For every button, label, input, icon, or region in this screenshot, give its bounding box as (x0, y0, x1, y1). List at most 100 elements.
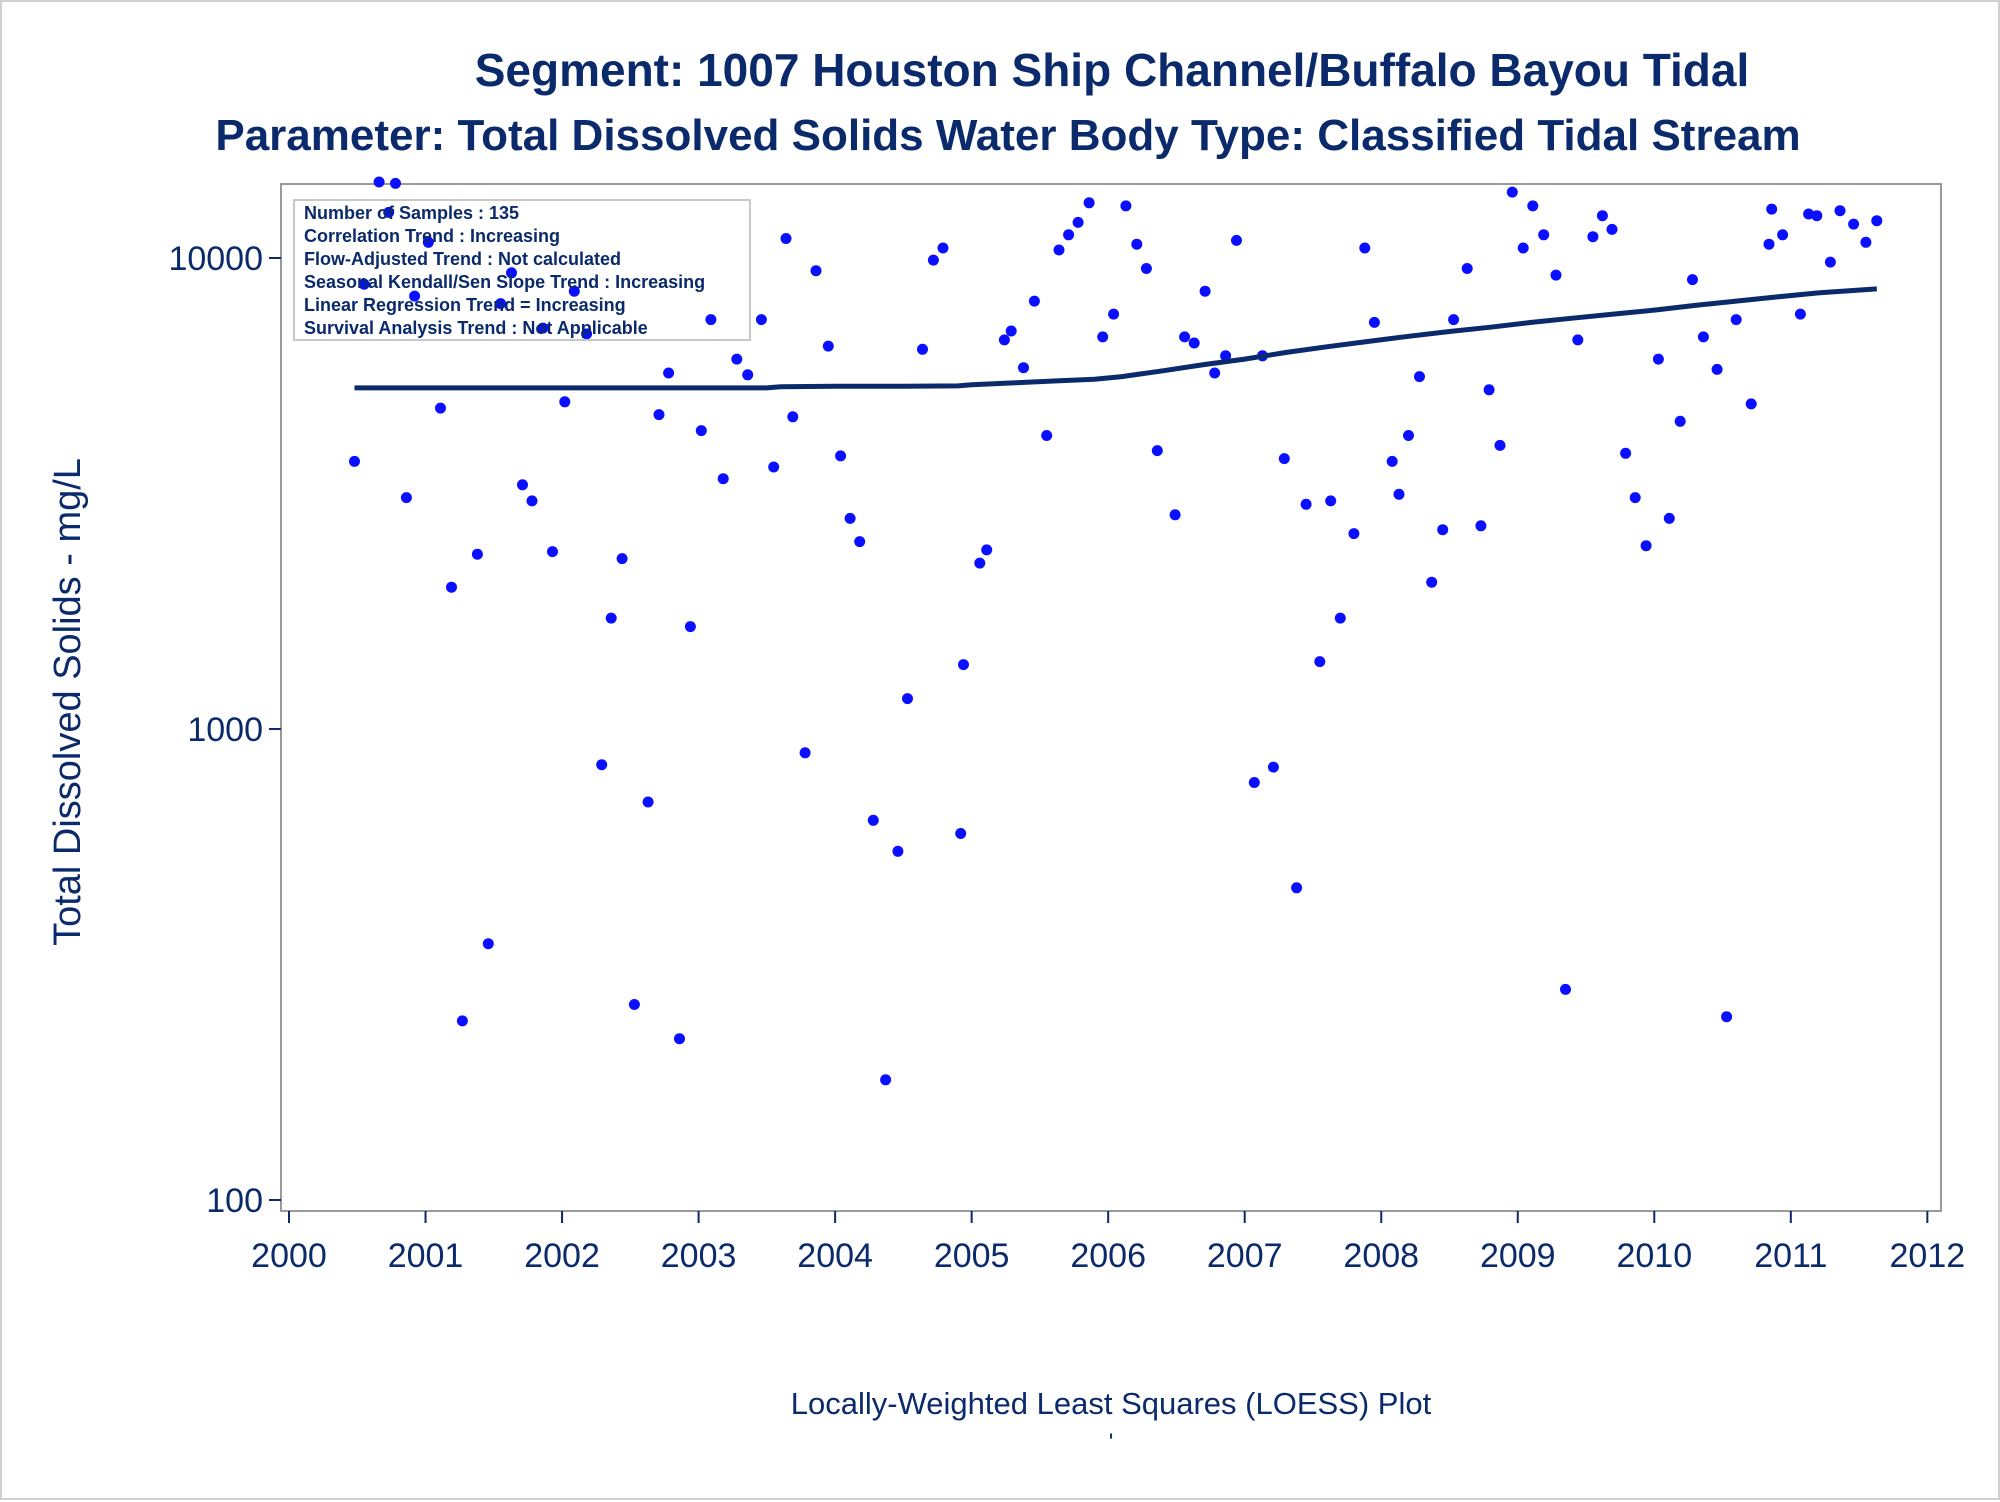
y-axis-label: Total Dissolved Solids - mg/L (47, 458, 89, 946)
data-point (1730, 314, 1742, 326)
data-point (349, 455, 360, 467)
data-point (1393, 488, 1405, 500)
x-tick-label: 2003 (661, 1237, 737, 1275)
data-point (1199, 285, 1211, 297)
data-point (1437, 524, 1449, 536)
data-point (892, 845, 904, 857)
data-point (684, 621, 696, 633)
x-tick-label: 2012 (1890, 1237, 1966, 1275)
chart-subtitle: Parameter: Total Dissolved Solids Water … (215, 111, 1800, 160)
data-point (1169, 509, 1181, 521)
data-point (1209, 367, 1221, 379)
plot-area (280, 183, 1942, 1212)
data-point (1083, 197, 1095, 209)
data-point (981, 544, 993, 556)
data-point (1824, 256, 1836, 268)
stats-box: Number of Samples : 135 Correlation Trend… (293, 199, 751, 341)
data-point (1527, 200, 1539, 212)
data-point (695, 425, 707, 437)
y-tick-label: 1000 (187, 711, 263, 749)
data-point (482, 938, 494, 950)
data-point (537, 322, 549, 334)
data-point (1517, 242, 1529, 254)
data-point (1072, 216, 1084, 228)
data-point (1368, 316, 1380, 328)
data-point (1291, 882, 1303, 894)
data-point (810, 265, 822, 277)
data-point (1763, 238, 1775, 250)
y-tick-label: 100 (206, 1182, 263, 1220)
data-point (559, 396, 571, 408)
data-point (799, 747, 811, 759)
data-point (1314, 656, 1326, 668)
data-point (1053, 244, 1065, 256)
data-point (822, 340, 834, 352)
data-point (547, 546, 558, 558)
data-point (1687, 274, 1698, 286)
data-point (1572, 334, 1584, 346)
data-point (1794, 308, 1806, 320)
data-point (1721, 1011, 1733, 1023)
data-point (1550, 269, 1562, 281)
data-point (1131, 238, 1143, 250)
data-point (526, 495, 538, 507)
data-point (568, 285, 580, 297)
loess-line (354, 286, 1877, 391)
data-point (867, 814, 879, 826)
data-point (581, 328, 593, 340)
data-point (1834, 205, 1846, 217)
data-point (1140, 263, 1152, 274)
data-point (1674, 415, 1686, 427)
y-tick-label: 10000 (168, 240, 263, 278)
data-point (1803, 208, 1815, 220)
data-point (1483, 384, 1495, 396)
data-point (1403, 430, 1414, 441)
x-tick-label: 2001 (388, 1237, 464, 1275)
data-point (974, 557, 986, 569)
stats-line: Number of Samples : 135 (304, 203, 519, 223)
data-point (1188, 337, 1200, 349)
data-point (1777, 229, 1789, 241)
footnote: ' (1109, 1429, 1114, 1456)
data-point (1663, 512, 1675, 524)
data-point (927, 254, 939, 266)
data-point (1766, 203, 1778, 215)
data-point (1538, 229, 1550, 241)
x-tick-label: 2011 (1754, 1237, 1827, 1275)
x-tick-label: 2000 (251, 1237, 327, 1275)
data-point (1097, 331, 1109, 343)
x-tick-label: 2005 (934, 1237, 1010, 1275)
x-tick-label: 2010 (1616, 1237, 1692, 1275)
data-point (755, 314, 767, 326)
data-point (1494, 439, 1506, 451)
data-point (1248, 777, 1260, 788)
data-point (435, 402, 446, 414)
data-point (358, 278, 370, 290)
data-point (1629, 492, 1641, 504)
data-point (1120, 200, 1132, 212)
data-point (1151, 445, 1163, 457)
data-point (1697, 331, 1709, 343)
data-point (1587, 231, 1599, 243)
data-point (854, 536, 866, 548)
data-point (1325, 495, 1337, 507)
data-point (937, 242, 949, 254)
data-point (517, 479, 528, 491)
data-point (471, 548, 483, 560)
data-point (1871, 215, 1883, 227)
x-axis-label: Locally-Weighted Least Squares (LOESS) P… (791, 1386, 1432, 1421)
data-point (596, 759, 608, 771)
data-point (1860, 236, 1872, 248)
data-point (1300, 498, 1312, 510)
x-tick-label: 2006 (1070, 1237, 1146, 1275)
data-point (1041, 430, 1053, 441)
data-point (1005, 325, 1017, 337)
data-point (1848, 218, 1860, 230)
data-point (742, 369, 754, 381)
data-point (1745, 398, 1757, 410)
data-point (780, 233, 792, 244)
data-point (642, 796, 654, 808)
data-point (409, 290, 421, 302)
x-axis: 2000 2001 2002 2003 2004 2005 2006 2007 2008 2009… (251, 1211, 1965, 1275)
data-point (495, 298, 507, 310)
